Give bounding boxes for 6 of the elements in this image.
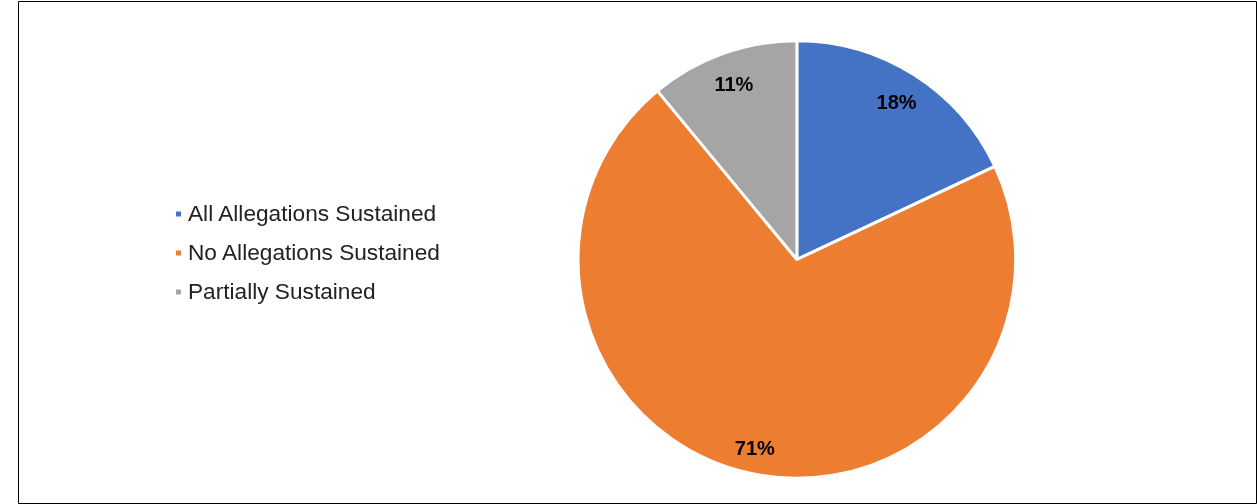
legend-label: All Allegations Sustained (188, 199, 437, 227)
data-label: 71% (734, 436, 776, 459)
data-label: 11% (714, 73, 754, 96)
data-label: 18% (876, 91, 917, 114)
legend-label: Partially Sustained (188, 277, 376, 305)
legend-label: No Allegations Sustained (188, 238, 440, 266)
